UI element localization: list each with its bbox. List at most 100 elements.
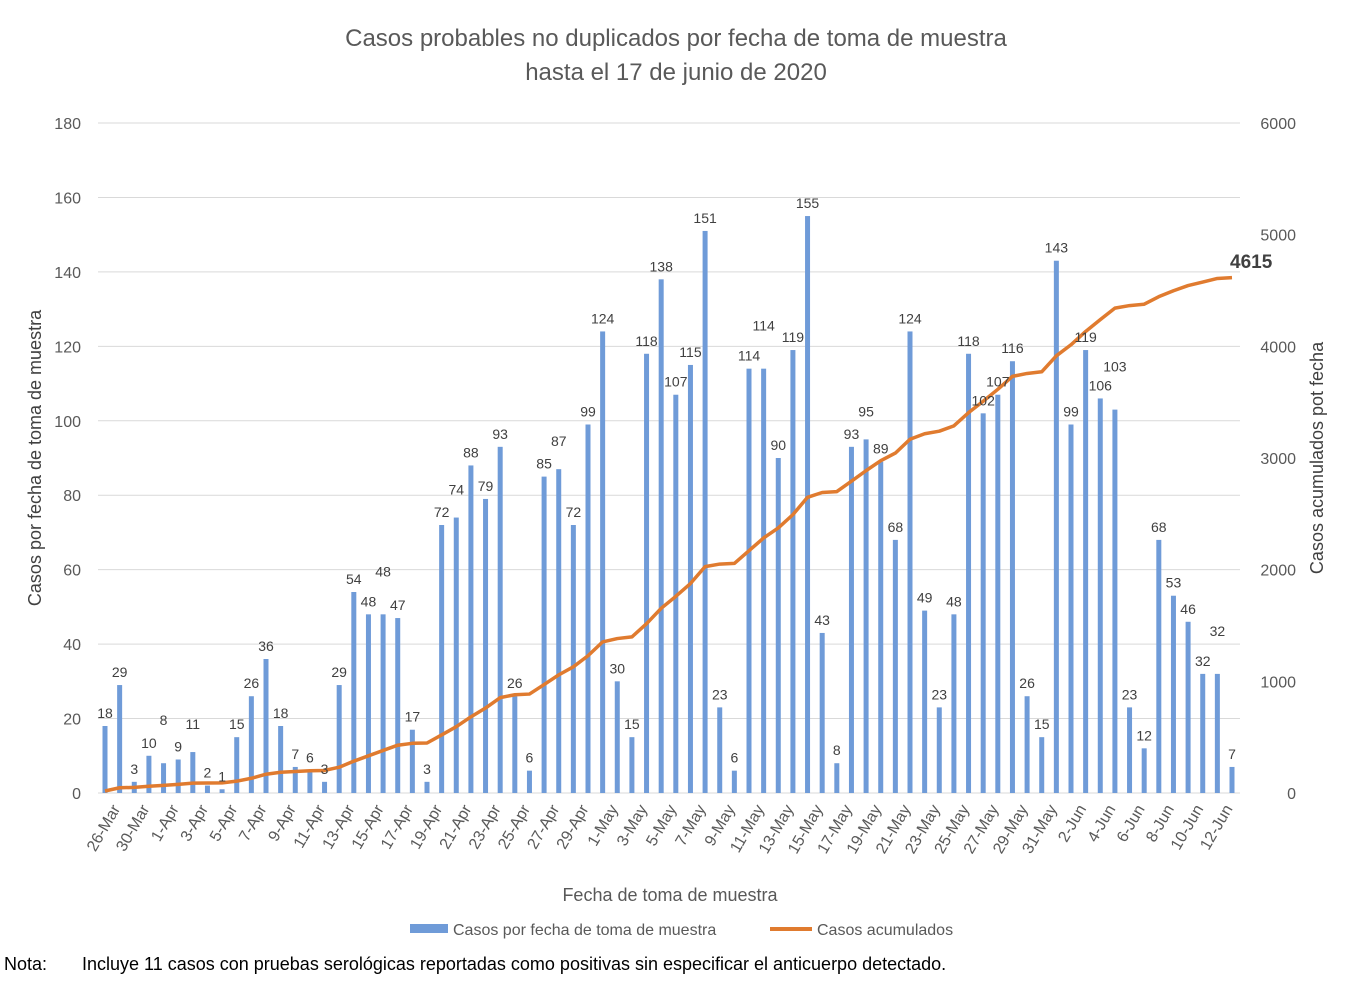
note-text: Incluye 11 casos con pruebas serológicas… [82, 954, 947, 974]
bar-data-label: 6 [306, 750, 314, 766]
bar [556, 469, 562, 793]
bar-data-label: 43 [814, 612, 830, 628]
bar-data-label: 107 [664, 374, 688, 390]
bar-data-label: 89 [873, 441, 889, 457]
bar-data-label: 7 [1228, 746, 1236, 762]
bar-data-label: 3 [423, 761, 431, 777]
bar [190, 752, 196, 793]
bar-data-label: 7 [291, 746, 299, 762]
bar-data-label: 47 [390, 597, 406, 613]
bar-data-label: 32 [1210, 623, 1226, 639]
gridlines [98, 122, 1240, 794]
bar-data-label: 3 [130, 761, 138, 777]
bar [1097, 398, 1103, 793]
bar [761, 368, 767, 793]
bar-data-label: 74 [448, 482, 464, 498]
bar [878, 461, 884, 793]
bar-data-label: 118 [635, 333, 658, 349]
y-tick-label: 160 [54, 190, 81, 207]
x-tick-label: 6-Jun [1114, 802, 1149, 845]
bar [731, 770, 737, 793]
bar-data-label: 118 [957, 333, 980, 349]
bar [161, 763, 167, 793]
bar-data-label: 95 [858, 403, 874, 419]
bar [365, 614, 371, 793]
y2-tick-label: 2000 [1260, 563, 1296, 580]
footnote: Nota: Incluye 11 casos con pruebas seroló… [4, 954, 946, 975]
bar-data-label: 143 [1045, 240, 1069, 256]
bar [336, 685, 342, 793]
bar [102, 726, 108, 793]
y-tick-label: 80 [63, 488, 81, 505]
bar [600, 331, 606, 793]
chart-title: Casos probables no duplicados por fecha … [345, 25, 1007, 52]
bar-data-label: 48 [375, 563, 391, 579]
bar [892, 539, 898, 793]
legend-bar-label: Casos por fecha de toma de muestra [453, 922, 716, 939]
bar [702, 230, 708, 793]
bar [922, 610, 928, 793]
bar-data-label: 99 [1063, 404, 1079, 420]
y-tick-label: 40 [63, 637, 81, 654]
bar [980, 413, 986, 793]
bar-data-label: 8 [833, 742, 841, 758]
bar [497, 446, 503, 793]
bar [322, 781, 328, 793]
y-tick-label: 0 [72, 786, 81, 803]
right-axis-ticks: 0 1000 2000 3000 4000 5000 6000 [1260, 116, 1296, 803]
bar-data-label: 138 [650, 258, 674, 274]
bar [687, 364, 693, 793]
y-tick-label: 20 [63, 712, 81, 729]
chart-subtitle: hasta el 17 de junio de 2020 [525, 59, 827, 86]
bar-data-label: 46 [1180, 601, 1196, 617]
bar-data-label: 18 [97, 705, 113, 721]
bar-data-label: 99 [580, 404, 596, 420]
bar [848, 446, 854, 793]
bar-data-label: 26 [507, 675, 523, 691]
bar [424, 781, 430, 793]
bar [307, 770, 313, 793]
bar [936, 707, 942, 793]
bar-data-label: 29 [331, 664, 347, 680]
bar [541, 476, 547, 793]
bar-data-label: 54 [346, 571, 362, 587]
bar [805, 216, 811, 794]
x-tick-label: 4-Jun [1085, 802, 1120, 845]
y2-axis-title: Casos acumulados pot fecha [1307, 341, 1327, 574]
bar-data-label: 72 [566, 504, 582, 520]
bar [995, 394, 1001, 793]
bar [175, 759, 181, 793]
bar-data-label: 6 [730, 750, 738, 766]
bar [819, 632, 825, 793]
bar [629, 737, 635, 793]
legend-bar-swatch [410, 924, 448, 933]
x-axis-title: Fecha de toma de muestra [562, 885, 778, 905]
bar [1170, 595, 1176, 793]
bar-data-label: 88 [463, 444, 479, 460]
bar [1112, 409, 1118, 793]
bar-data-label: 49 [917, 590, 933, 606]
bar [790, 350, 796, 793]
bar-data-label: 151 [693, 210, 717, 226]
bar [966, 353, 972, 793]
bar [117, 685, 123, 793]
x-axis-ticks: 26-Mar30-Mar1-Apr3-Apr5-Apr7-Apr9-Apr11-… [84, 802, 1236, 857]
bar-data-label: 90 [770, 437, 786, 453]
bar [1200, 673, 1206, 793]
bar-data-label: 53 [1166, 575, 1182, 591]
bar [570, 525, 576, 793]
bar-data-label: 30 [609, 660, 625, 676]
bar [1185, 621, 1191, 793]
y-tick-label: 60 [63, 563, 81, 580]
y2-tick-label: 0 [1287, 786, 1296, 803]
bar-data-label: 116 [1001, 340, 1024, 356]
bar [1229, 766, 1235, 793]
bar [775, 458, 781, 793]
bar-data-label: 48 [946, 593, 962, 609]
bar-data-label: 11 [186, 716, 201, 732]
bar [146, 755, 152, 793]
bar-data-label: 23 [712, 686, 728, 702]
bar [1141, 748, 1147, 793]
y2-tick-label: 1000 [1260, 674, 1296, 691]
x-tick-label: 7-Apr [236, 802, 271, 845]
